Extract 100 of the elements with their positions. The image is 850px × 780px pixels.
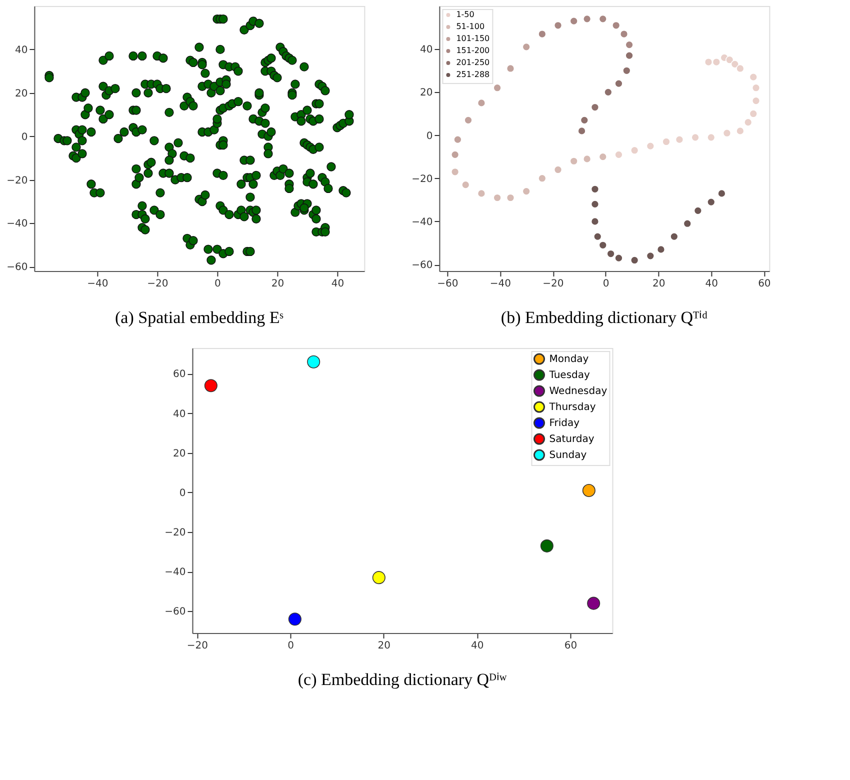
point [506, 64, 515, 73]
point [718, 189, 726, 198]
point [578, 126, 586, 136]
y-tick-label: 0 [21, 132, 28, 143]
x-tick-label: 60 [758, 278, 771, 290]
point [372, 571, 386, 584]
x-tick-label: −20 [542, 278, 564, 290]
point [736, 126, 744, 136]
point [506, 194, 515, 202]
point [691, 133, 700, 142]
point [582, 14, 592, 24]
y-tick-label: 40 [14, 44, 28, 56]
point [736, 64, 744, 73]
point [712, 58, 721, 66]
point [570, 16, 578, 26]
point [554, 166, 562, 174]
text: (b) Embedding dictionary Qᵀⁱᵈ [500, 308, 708, 327]
legend-label: 51-100 [456, 22, 485, 31]
x-tick-label: −60 [437, 278, 458, 290]
point [752, 96, 760, 105]
text: (a) Spatial embedding Eˢ [115, 308, 284, 327]
point [694, 206, 702, 215]
point [598, 14, 607, 24]
point [538, 174, 546, 182]
point [646, 252, 655, 260]
point [622, 66, 631, 75]
point [670, 232, 678, 241]
y-tick-label: −60 [6, 262, 28, 274]
y-tick-label: 40 [420, 44, 433, 56]
x-tick-label: 40 [471, 640, 484, 652]
point [462, 180, 470, 189]
point [744, 118, 752, 126]
point [620, 30, 628, 38]
x-tick-label: 60 [564, 640, 578, 652]
point [704, 58, 713, 66]
legend-label: Friday [549, 418, 580, 429]
y-tick-label: −40 [412, 216, 433, 228]
point [590, 217, 600, 226]
point [675, 135, 684, 144]
x-tick-label: 0 [288, 640, 294, 652]
point [612, 21, 620, 30]
point [730, 60, 739, 68]
x-tick-label: 40 [705, 278, 718, 290]
point [646, 142, 655, 150]
y-tick-label: −20 [164, 528, 186, 539]
point [594, 232, 602, 241]
point [587, 596, 600, 610]
y-tick-label: 20 [14, 88, 28, 100]
point [454, 135, 462, 144]
x-tick-label: −20 [147, 278, 168, 290]
legend-label: Tuesday [548, 370, 590, 381]
point [625, 40, 634, 49]
point [630, 256, 639, 264]
x-tick-label: 20 [271, 278, 284, 290]
y-tick-label: 40 [173, 408, 186, 420]
point [598, 241, 607, 250]
point [614, 79, 623, 88]
point [604, 88, 612, 96]
point [625, 51, 634, 60]
point [477, 189, 486, 198]
legend-label: Sunday [549, 450, 587, 461]
point [493, 84, 502, 92]
x-tick-label: 0 [602, 278, 610, 290]
point [204, 379, 218, 392]
point [590, 103, 600, 112]
point [582, 154, 592, 164]
point [707, 133, 716, 142]
x-tick-label: −20 [186, 640, 208, 652]
point [614, 254, 623, 262]
y-tick-label: 20 [173, 448, 186, 460]
y-tick-label: −40 [164, 567, 186, 578]
point [614, 150, 623, 159]
point [450, 168, 460, 176]
x-tick-label: 0 [214, 278, 221, 290]
point [683, 220, 692, 228]
legend-label: 151-200 [456, 46, 490, 55]
point [590, 200, 600, 208]
y-tick-label: −20 [412, 174, 433, 185]
point [307, 355, 320, 368]
y-tick-label: 60 [173, 369, 186, 380]
legend-label: Saturday [549, 434, 594, 445]
y-tick-label: 0 [179, 488, 186, 499]
x-tick-label: −40 [490, 278, 511, 290]
x-tick-label: 20 [652, 278, 666, 290]
point [450, 150, 460, 159]
point [570, 157, 578, 166]
legend-label: 1-50 [456, 10, 474, 19]
point [522, 42, 530, 52]
legend-label: 251-288 [456, 70, 490, 79]
point [606, 250, 615, 258]
y-tick-label: −20 [6, 175, 28, 186]
point [582, 484, 596, 498]
x-tick-label: −40 [87, 278, 108, 290]
y-tick-label: −60 [164, 606, 186, 618]
point [749, 110, 758, 118]
point [726, 56, 734, 64]
y-tick-label: −60 [412, 260, 433, 272]
point [288, 612, 302, 626]
point [580, 116, 589, 124]
legend-label: Thursday [548, 402, 596, 413]
